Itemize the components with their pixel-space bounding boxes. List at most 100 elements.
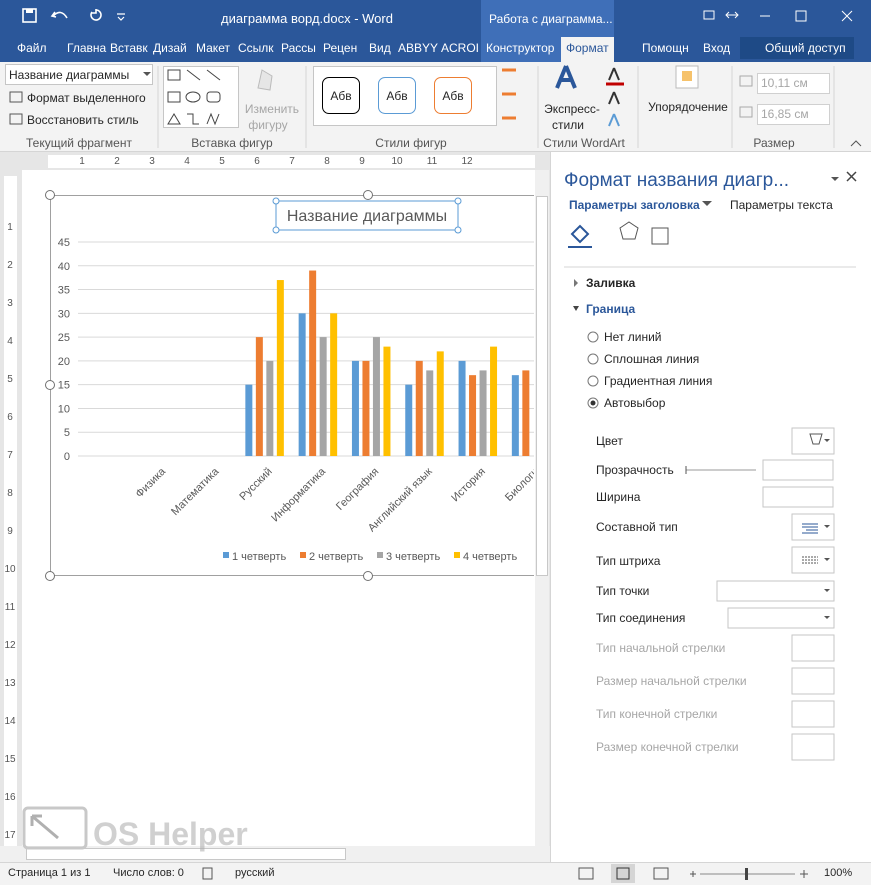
element-selector-text[interactable]: Название диаграммы (9, 68, 130, 82)
expand-fill[interactable] (574, 279, 578, 287)
watermark: OS Helper (93, 816, 248, 852)
line-option[interactable]: Градиентная линия (604, 374, 713, 388)
print-layout-active[interactable] (611, 864, 635, 883)
shape-icons (167, 69, 221, 126)
pane-close[interactable] (846, 171, 857, 182)
chart[interactable]: Название диаграммы051015202530354045Физи… (50, 195, 534, 576)
width-input[interactable] (757, 104, 830, 125)
share[interactable]: Общий доступ (765, 41, 846, 55)
ribbon-tab[interactable]: Макет (196, 41, 230, 55)
format-selection[interactable]: Формат выделенного (27, 91, 146, 105)
radios[interactable] (587, 331, 599, 409)
ribbon-tab[interactable]: Вид (369, 41, 391, 55)
hscroll-thumb[interactable] (26, 848, 346, 860)
bar (372, 337, 380, 456)
pane-tab[interactable]: Параметры текста (730, 198, 833, 212)
edit-shape: фигуру (248, 118, 288, 132)
edit-shape-icon (257, 69, 273, 91)
reset-style[interactable]: Восстановить стиль (27, 113, 139, 127)
line-option[interactable]: Нет линий (604, 330, 662, 344)
undo-icon[interactable] (50, 11, 68, 19)
bar (490, 346, 498, 456)
tell-me[interactable]: Помощн (642, 41, 689, 55)
ribbon-tab[interactable]: Вставк (110, 41, 148, 55)
scroll-thumb[interactable] (536, 196, 548, 576)
proofing-icon[interactable] (202, 867, 213, 880)
chart-frame[interactable] (50, 195, 534, 576)
arrange[interactable]: Упорядочение (648, 100, 728, 114)
height-value[interactable]: 10,11 см (761, 76, 808, 90)
style-sample[interactable] (378, 77, 416, 114)
quick-styles[interactable]: стили (552, 118, 584, 132)
property-label: Размер конечной стрелки (596, 740, 739, 754)
title-handle (454, 197, 462, 205)
web-layout[interactable] (653, 867, 669, 880)
y-tick-label: 40 (58, 261, 70, 273)
width-value[interactable]: 16,85 см (761, 107, 809, 121)
ribbon-tab[interactable]: ABBYY (398, 41, 439, 55)
title-handle (272, 197, 280, 205)
property-controls[interactable] (716, 427, 835, 761)
style-gallery[interactable] (313, 66, 497, 126)
ribbon-tab[interactable]: Файл (17, 41, 47, 55)
zoom-thumb[interactable] (745, 868, 748, 880)
sign-in[interactable]: Вход (703, 41, 731, 55)
element-selector[interactable] (5, 64, 153, 85)
style-sample-text[interactable]: Абв (330, 89, 352, 103)
expand-line[interactable] (573, 306, 579, 311)
style-sample[interactable] (322, 77, 360, 114)
wordart-icon (555, 65, 577, 89)
ruler-number: 10 (4, 564, 16, 575)
ribbon-tab[interactable]: Рецен (323, 41, 358, 55)
collapse-ribbon[interactable] (850, 140, 862, 147)
bar (319, 337, 327, 456)
color-icon (809, 433, 823, 445)
style-sample-text[interactable]: Абв (442, 89, 464, 103)
qat-menu[interactable] (117, 13, 125, 21)
ruler-number: 5 (7, 374, 13, 385)
property-label: Тип начальной стрелки (596, 641, 726, 655)
ruler-number: 8 (324, 156, 330, 167)
pane-tab[interactable]: Параметры заголовка (569, 198, 700, 212)
ruler-number: 17 (4, 830, 16, 841)
close[interactable] (841, 10, 853, 22)
effects-tab[interactable] (619, 221, 639, 240)
line-option[interactable]: Сплошная линия (604, 352, 700, 366)
text-fill-icon (608, 67, 620, 81)
style-sample[interactable] (434, 77, 472, 114)
maximize[interactable] (795, 10, 807, 22)
section-header[interactable]: Заливка (586, 276, 636, 290)
ruler-number: 8 (7, 488, 13, 499)
zoom-out[interactable] (690, 871, 696, 877)
ribbon-tab[interactable]: Дизай (153, 41, 187, 55)
context-title: Работа с диаграмма... (489, 12, 613, 26)
ribbon-tab[interactable]: Рассы (281, 41, 316, 55)
ribbon-tab[interactable]: Главна (67, 41, 107, 55)
ribbon-tab[interactable]: Конструктор (486, 41, 555, 55)
ribbon-tab[interactable]: Формат (566, 41, 609, 55)
ribbon-tab[interactable]: Ссылк (238, 41, 274, 55)
print-layout[interactable] (616, 867, 630, 880)
zoom-level[interactable]: 100% (824, 867, 853, 879)
share-button[interactable] (740, 37, 854, 59)
style-sample-text[interactable]: Абв (386, 89, 408, 103)
read-mode[interactable] (578, 867, 594, 880)
height-input[interactable] (757, 73, 830, 94)
ribbon-options[interactable] (703, 10, 715, 20)
line-option[interactable]: Автовыбор (604, 396, 666, 410)
ribbon-tab[interactable]: ACROI (441, 41, 480, 55)
zoom-in[interactable] (800, 870, 808, 878)
text-outline-icon (608, 91, 620, 105)
fill-line-tab[interactable] (570, 224, 590, 244)
group-label: Размер (753, 136, 795, 150)
status-icons (202, 864, 808, 883)
ruler-number: 1 (79, 156, 85, 167)
redo-icon[interactable] (90, 9, 102, 21)
quick-styles[interactable]: Экспресс- (544, 102, 600, 116)
pane-menu[interactable] (831, 177, 839, 181)
section-header[interactable]: Граница (586, 302, 636, 316)
size-tab[interactable] (651, 227, 669, 245)
ruler-number: 12 (461, 156, 473, 167)
y-tick-label: 15 (58, 380, 70, 392)
property-label: Размер начальной стрелки (596, 674, 747, 688)
